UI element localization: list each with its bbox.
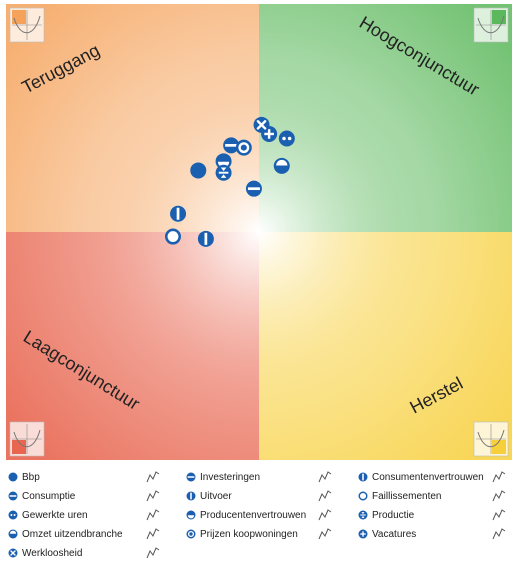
marker-gewerkte-uren[interactable] (278, 130, 295, 147)
legend-marker-icon (8, 491, 18, 501)
trend-line-icon[interactable] (492, 470, 506, 484)
marker-consumptie[interactable] (245, 180, 262, 197)
marker-bbp[interactable] (190, 162, 207, 179)
marker-prijzen-koopwoningen[interactable] (235, 139, 252, 156)
trend-line-icon[interactable] (492, 527, 506, 541)
quadrant-icons (9, 7, 509, 457)
legend-marker-icon (8, 472, 18, 482)
legend-label: Werkloosheid (22, 547, 83, 559)
trend-line-icon[interactable] (318, 527, 332, 541)
legend-label: Prijzen koopwoningen (200, 528, 298, 540)
marker-uitvoer[interactable] (197, 230, 214, 247)
legend-marker-icon (8, 548, 18, 558)
legend-item-werkloosheid[interactable]: Werkloosheid (8, 544, 82, 562)
legend-label: Bbp (22, 471, 40, 483)
cycle-boom-icon (473, 7, 509, 43)
legend-marker-icon (8, 510, 18, 520)
legend-item-productie[interactable]: Productie (358, 506, 414, 524)
trend-line-icon[interactable] (492, 489, 506, 503)
trend-line-icon[interactable] (146, 527, 160, 541)
quadrant-backgrounds (6, 4, 512, 460)
trend-line-icon[interactable] (318, 508, 332, 522)
legend-label: Productie (372, 509, 415, 521)
legend-item-vacatures[interactable]: Vacatures (358, 525, 416, 543)
business-cycle-chart: Teruggang Hoogconjunctuur Laagconjunctuu… (6, 4, 512, 460)
marker-consumentenvertrouwen[interactable] (170, 205, 187, 222)
legend-item-faillissementen[interactable]: Faillissementen (358, 487, 441, 505)
legend-label: Consumptie (22, 490, 76, 502)
legend-item-producentenvertrouwen[interactable]: Producentenvertrouwen (186, 506, 306, 524)
legend-label: Consumentenvertrouwen (372, 471, 484, 483)
indicator-markers (164, 116, 295, 247)
marker-omzet-uitzendbranche[interactable] (273, 157, 290, 174)
trend-line-icon[interactable] (146, 470, 160, 484)
quadrant-bottom-right (259, 232, 512, 460)
trend-line-icon[interactable] (146, 489, 160, 503)
legend-item-uitvoer[interactable]: Uitvoer (186, 487, 232, 505)
legend-label: Uitvoer (200, 490, 232, 502)
trend-line-icon[interactable] (146, 508, 160, 522)
trend-line-icon[interactable] (492, 508, 506, 522)
legend-item-consumentenvertrouwen[interactable]: Consumentenvertrouwen (358, 468, 484, 486)
marker-faillissementen[interactable] (164, 228, 181, 245)
legend-marker-icon (8, 529, 18, 539)
legend-marker-icon (358, 472, 368, 482)
legend-item-consumptie[interactable]: Consumptie (8, 487, 75, 505)
cycle-recession-icon (9, 7, 45, 43)
marker-werkloosheid[interactable] (253, 116, 270, 133)
cycle-recovery-icon (473, 421, 509, 457)
quadrant-bottom-left (6, 232, 259, 460)
legend-label: Gewerkte uren (22, 509, 88, 521)
trend-line-icon[interactable] (146, 546, 160, 560)
legend-item-omzet-uitzendbranche[interactable]: Omzet uitzendbranche (8, 525, 123, 543)
legend-item-investeringen[interactable]: Investeringen (186, 468, 260, 486)
cycle-low-icon (9, 421, 45, 457)
legend-marker-icon (186, 491, 196, 501)
trend-line-icon[interactable] (318, 470, 332, 484)
marker-productie[interactable] (215, 164, 232, 181)
legend-label: Vacatures (372, 528, 417, 540)
legend: Bbp Investeringen Consumentenvertrouwen Con… (8, 468, 512, 564)
legend-marker-icon (358, 510, 368, 520)
legend-marker-icon (186, 510, 196, 520)
legend-label: Omzet uitzendbranche (22, 528, 123, 540)
legend-label: Producentenvertrouwen (200, 509, 307, 521)
legend-marker-icon (186, 529, 196, 539)
marker-investeringen[interactable] (223, 137, 240, 154)
quadrant-top-left (6, 4, 259, 232)
legend-item-prijzen-koopwoningen[interactable]: Prijzen koopwoningen (186, 525, 298, 543)
legend-item-gewerkte-uren[interactable]: Gewerkte uren (8, 506, 88, 524)
legend-marker-icon (358, 529, 368, 539)
trend-line-icon[interactable] (318, 489, 332, 503)
legend-item-bbp[interactable]: Bbp (8, 468, 40, 486)
quadrant-top-right (259, 4, 512, 232)
legend-label: Investeringen (200, 471, 261, 483)
legend-marker-icon (358, 491, 368, 501)
legend-marker-icon (186, 472, 196, 482)
legend-label: Faillissementen (372, 490, 442, 502)
